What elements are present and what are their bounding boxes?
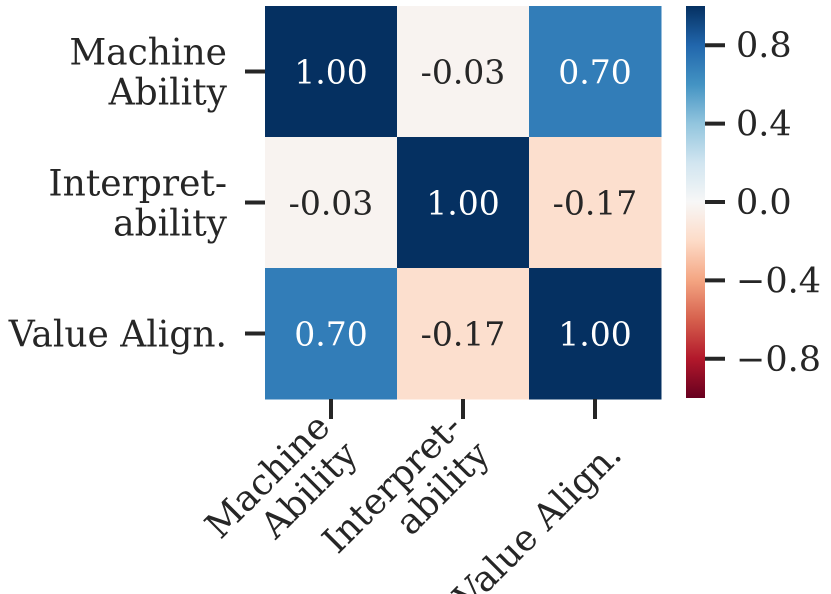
heatmap-cell (265, 268, 398, 400)
heatmap-cell (397, 137, 530, 269)
cell-value-label: -0.03 (289, 184, 374, 223)
cell-value-label: -0.03 (421, 53, 506, 92)
cell-value-label: -0.17 (553, 184, 638, 223)
heatmap-cell (529, 6, 662, 138)
colorbar-tick-label: 0.8 (736, 26, 792, 66)
heatmap-cells: 1.00 -0.03 0.70 -0.03 1.00 -0.17 0.70 -0.17 1.00 (265, 6, 662, 400)
y-tick-label: ability (113, 204, 228, 245)
colorbar-tick-label: 0.0 (736, 183, 792, 223)
cell-value-label: -0.17 (421, 315, 506, 354)
y-tick-label: Ability (108, 73, 228, 114)
y-tick-label: Value Align. (8, 315, 227, 356)
heatmap-cell (265, 6, 398, 138)
cell-value-label: 0.70 (294, 315, 367, 354)
cell-value-label: 1.00 (426, 184, 499, 223)
heatmap-cell (265, 137, 398, 269)
cell-value-label: 1.00 (294, 53, 367, 92)
heatmap-cell (397, 268, 530, 400)
heatmap-cell (529, 268, 662, 400)
y-tick-label: Interpret- (48, 164, 227, 205)
heatmap-cell (529, 137, 662, 269)
y-tick-label: Machine (69, 33, 227, 74)
colorbar: 0.8 0.4 0.0 −0.4 −0.8 (686, 6, 821, 398)
colorbar-tick-label: −0.4 (736, 261, 821, 301)
colorbar-tick-label: 0.4 (736, 105, 792, 145)
heatmap-cell (397, 6, 530, 138)
x-tick-label-group: Interpret-ability (315, 406, 498, 561)
colorbar-tick-label: −0.8 (736, 340, 821, 380)
cell-value-label: 0.70 (558, 53, 631, 92)
colorbar-gradient (686, 6, 705, 398)
cell-value-label: 1.00 (558, 315, 631, 354)
